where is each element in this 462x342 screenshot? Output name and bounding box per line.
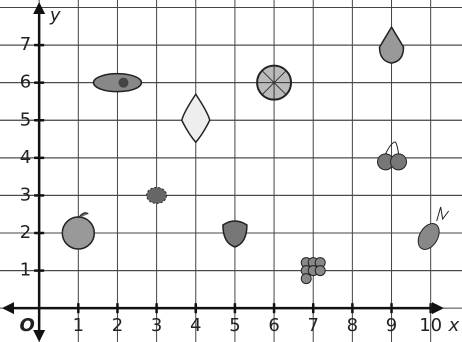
x-tick-label: 9: [386, 315, 397, 336]
fruit-point: [380, 27, 404, 63]
crown: [437, 207, 449, 221]
y-tick-label: 4: [20, 147, 31, 168]
fruit-point: [182, 94, 210, 142]
fruit-point: [147, 187, 167, 203]
fruit-body: [414, 220, 444, 253]
arrow: [33, 330, 45, 342]
x-axis-label: x: [448, 315, 460, 336]
fruit-point: [223, 221, 247, 247]
x-tick-label: 1: [73, 315, 84, 336]
fruit-body: [182, 94, 210, 142]
y-tick-label: 2: [20, 222, 31, 243]
x-tick-label: 6: [268, 315, 279, 336]
fruit-point: [93, 74, 141, 92]
arrow: [2, 302, 14, 314]
y-tick-label: 7: [20, 34, 31, 55]
fruit-body: [93, 74, 141, 92]
y-tick-label: 6: [20, 72, 31, 93]
x-tick-label: 5: [229, 315, 240, 336]
x-tick-label: 3: [151, 315, 162, 336]
x-tick-label: 7: [307, 315, 318, 336]
fruit-body: [147, 187, 167, 203]
y-tick-label: 5: [20, 109, 31, 130]
fruit-body: [62, 217, 94, 249]
segments: [257, 66, 291, 100]
fruit-body: [380, 27, 404, 63]
x-tick-label: 10: [419, 315, 442, 336]
cherry: [391, 154, 407, 170]
pit: [118, 78, 128, 88]
y-tick-label: 1: [20, 260, 31, 281]
x-tick-label: 2: [112, 315, 123, 336]
fruit-body: [223, 221, 247, 247]
grape: [301, 274, 311, 284]
y-axis-label: y: [49, 5, 61, 26]
grape: [315, 266, 325, 276]
fruit-point: [414, 207, 449, 253]
x-tick-label: 4: [190, 315, 201, 336]
arrow: [432, 302, 444, 314]
origin-label: O: [19, 315, 34, 336]
x-tick-label: 8: [347, 315, 358, 336]
fruit-point: [62, 213, 94, 249]
fruit-point: [257, 66, 291, 100]
y-tick-label: 3: [20, 184, 31, 205]
coordinate-plane: 1 2 3 4 5 6 7 8 9 10 1 2 3 4 5 6 7 x y O: [0, 0, 462, 342]
